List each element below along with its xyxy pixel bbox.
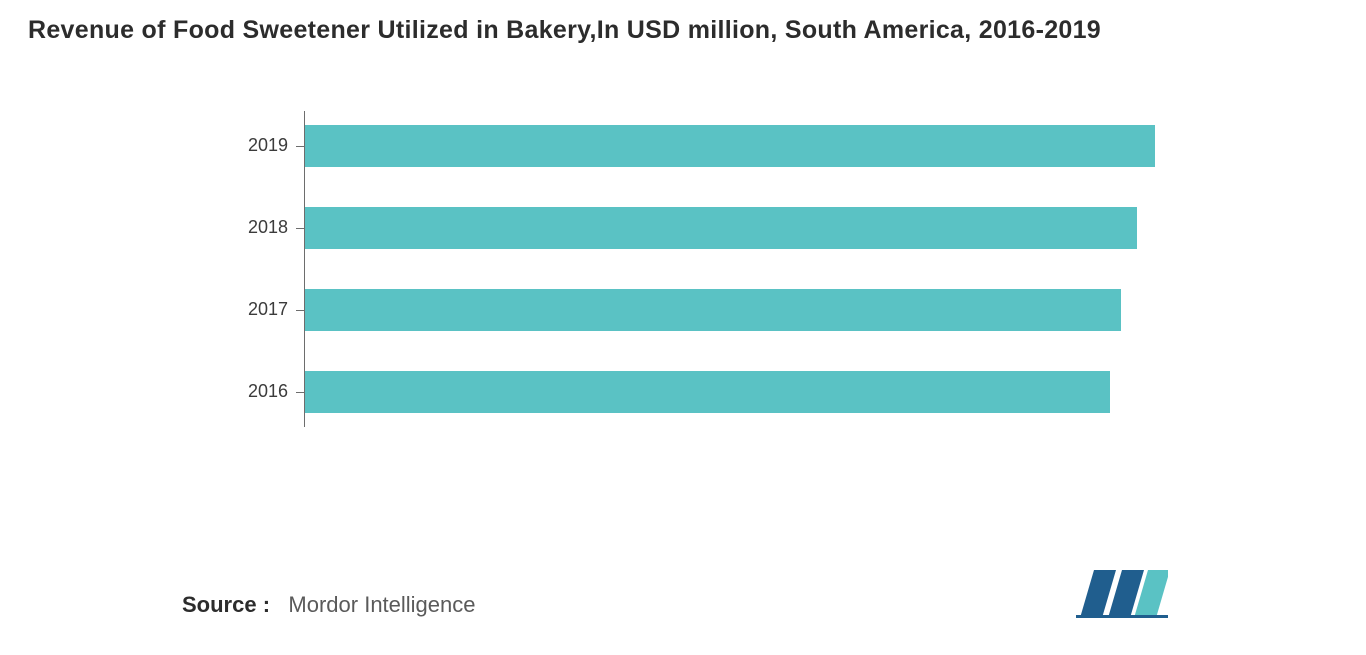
bar xyxy=(305,289,1121,331)
y-axis-tick xyxy=(296,392,304,393)
bar xyxy=(305,125,1155,167)
source-footer: Source : Mordor Intelligence xyxy=(182,592,476,618)
source-label: Source : xyxy=(182,592,270,617)
brand-logo xyxy=(1076,570,1168,618)
category-label: 2017 xyxy=(208,299,288,320)
category-label: 2016 xyxy=(208,381,288,402)
bar-chart: 2019201820172016 xyxy=(304,115,1154,435)
y-axis-tick xyxy=(296,310,304,311)
y-axis-tick xyxy=(296,146,304,147)
source-text: Mordor Intelligence xyxy=(288,592,475,617)
category-label: 2018 xyxy=(208,217,288,238)
chart-title: Revenue of Food Sweetener Utilized in Ba… xyxy=(28,16,1101,45)
bar xyxy=(305,371,1110,413)
bar xyxy=(305,207,1137,249)
category-label: 2019 xyxy=(208,135,288,156)
chart-card: Revenue of Food Sweetener Utilized in Ba… xyxy=(0,0,1366,655)
y-axis-tick xyxy=(296,228,304,229)
